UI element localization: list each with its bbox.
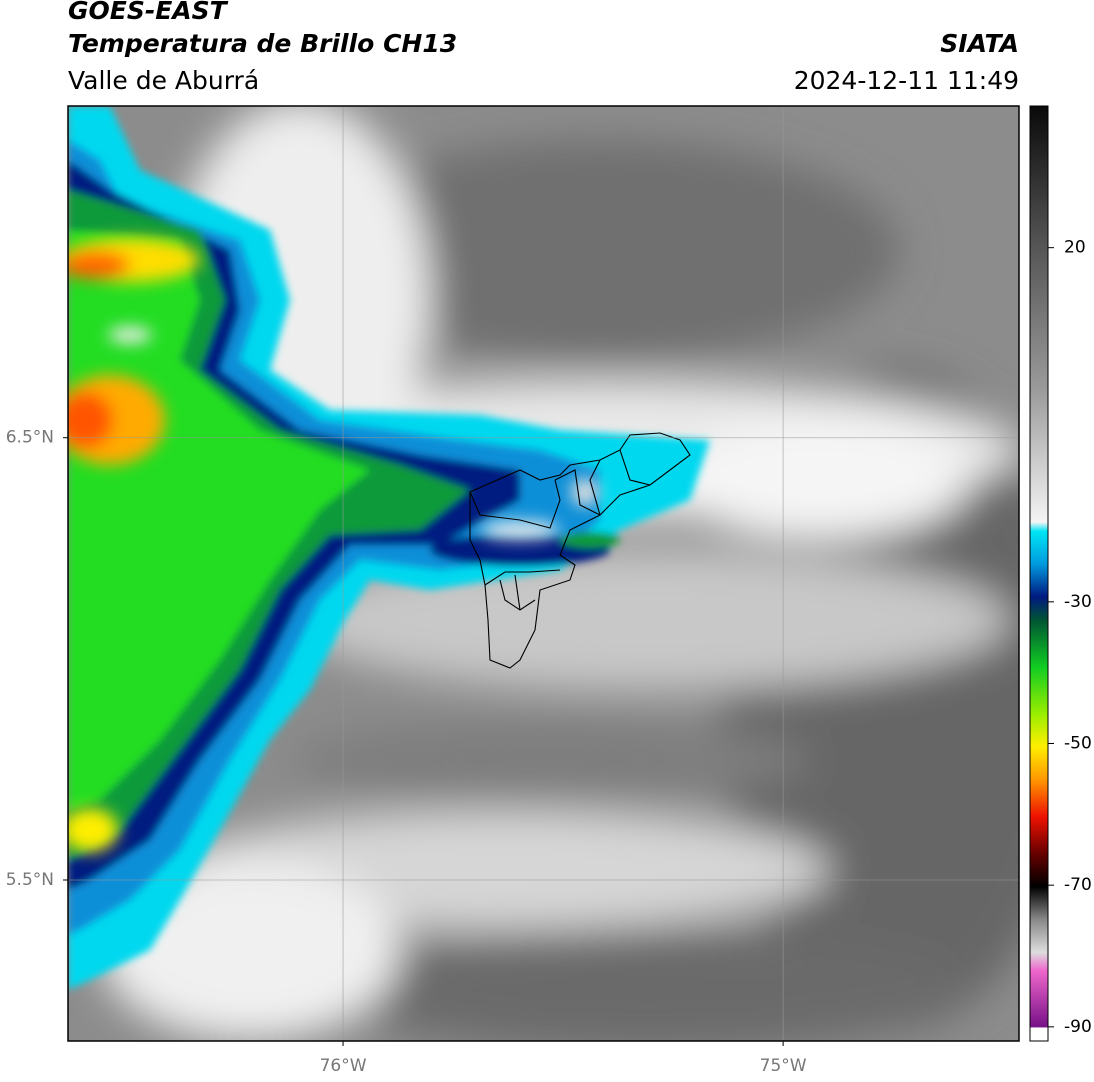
- y-tick-label: 5.5°N: [6, 870, 54, 890]
- satellite-image: [68, 106, 1019, 1041]
- subtitle: Temperatura de Brillo CH13: [68, 29, 457, 58]
- colorbar: [1029, 105, 1049, 1042]
- title: GOES-EAST: [68, 0, 229, 25]
- colorbar-tick-label: -70: [1064, 875, 1092, 895]
- colorbar-tick-label: -30: [1064, 592, 1092, 612]
- municipality-outline: [469, 449, 651, 611]
- colorbar-tick-label: -90: [1064, 1017, 1092, 1037]
- x-tick-label: 76°W: [320, 1056, 367, 1076]
- datetime: 2024-12-11 11:49: [794, 66, 1019, 95]
- x-tick-label: 75°W: [760, 1056, 807, 1076]
- colorbar-tick-label: 20: [1064, 238, 1086, 258]
- region: Valle de Aburrá: [68, 66, 259, 95]
- map-frame: [67, 105, 1020, 1042]
- source: SIATA: [940, 29, 1019, 58]
- y-tick-label: 6.5°N: [6, 428, 54, 448]
- colorbar-tick-label: -50: [1064, 734, 1092, 754]
